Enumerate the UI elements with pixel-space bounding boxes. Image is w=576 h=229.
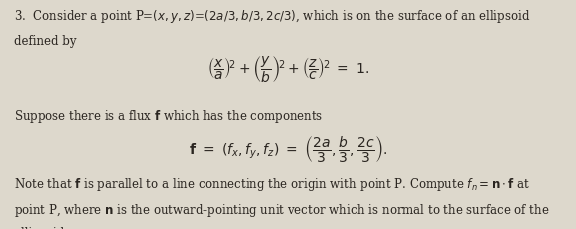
Text: $\mathbf{f}\ =\ (f_x, f_y, f_z)\ =\ \left(\dfrac{2a}{3},\dfrac{b}{3},\dfrac{2c}{: $\mathbf{f}\ =\ (f_x, f_y, f_z)\ =\ \lef…: [189, 134, 387, 164]
Text: point P, where $\mathbf{n}$ is the outward-pointing unit vector which is normal : point P, where $\mathbf{n}$ is the outwa…: [14, 202, 550, 218]
Text: ellipsoid.: ellipsoid.: [14, 227, 69, 229]
Text: Suppose there is a flux $\mathbf{f}$ which has the components: Suppose there is a flux $\mathbf{f}$ whi…: [14, 108, 324, 125]
Text: $\left(\dfrac{x}{a}\right)^{\!2}+\left(\dfrac{y}{b}\right)^{\!2}+\left(\dfrac{z}: $\left(\dfrac{x}{a}\right)^{\!2}+\left(\…: [207, 55, 369, 85]
Text: Note that $\mathbf{f}$ is parallel to a line connecting the origin with point P.: Note that $\mathbf{f}$ is parallel to a …: [14, 176, 530, 193]
Text: defined by: defined by: [14, 35, 77, 49]
Text: 3.  Consider a point P=$(x, y, z)$=$(2a/3, b/3, 2c/3)$, which is on the surface : 3. Consider a point P=$(x, y, z)$=$(2a/3…: [14, 8, 530, 25]
